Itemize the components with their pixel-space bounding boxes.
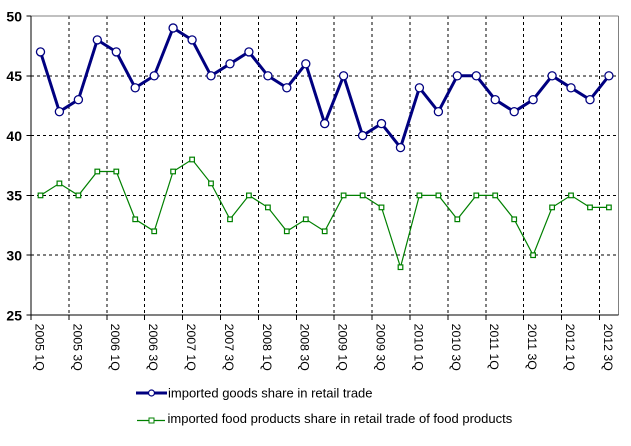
svg-text:2006 1Q: 2006 1Q xyxy=(108,324,122,371)
svg-text:2010 1Q: 2010 1Q xyxy=(411,324,425,371)
svg-text:2012 3Q: 2012 3Q xyxy=(601,324,615,371)
svg-text:25: 25 xyxy=(6,307,22,323)
svg-text:2007 3Q: 2007 3Q xyxy=(222,324,236,371)
svg-text:2012 1Q: 2012 1Q xyxy=(563,324,577,371)
svg-text:2006 3Q: 2006 3Q xyxy=(146,324,160,371)
svg-text:40: 40 xyxy=(6,128,22,144)
svg-text:imported goods share in retail: imported goods share in retail trade xyxy=(168,386,373,401)
svg-text:45: 45 xyxy=(6,68,22,84)
svg-text:2007 1Q: 2007 1Q xyxy=(184,324,198,371)
svg-text:2011 3Q: 2011 3Q xyxy=(525,324,539,370)
svg-text:30: 30 xyxy=(6,248,22,264)
svg-text:imported food products share i: imported food products share in retail t… xyxy=(168,411,513,426)
svg-text:2008 1Q: 2008 1Q xyxy=(260,324,274,371)
svg-text:2009 1Q: 2009 1Q xyxy=(336,324,350,371)
svg-text:2005 3Q: 2005 3Q xyxy=(70,324,84,371)
svg-text:2009 3Q: 2009 3Q xyxy=(373,324,387,371)
svg-text:2011 1Q: 2011 1Q xyxy=(487,324,501,370)
svg-text:2010 3Q: 2010 3Q xyxy=(449,324,463,371)
svg-text:2008 3Q: 2008 3Q xyxy=(298,324,312,371)
svg-text:35: 35 xyxy=(6,188,22,204)
svg-text:50: 50 xyxy=(6,8,22,24)
svg-text:2005 1Q: 2005 1Q xyxy=(32,324,46,371)
